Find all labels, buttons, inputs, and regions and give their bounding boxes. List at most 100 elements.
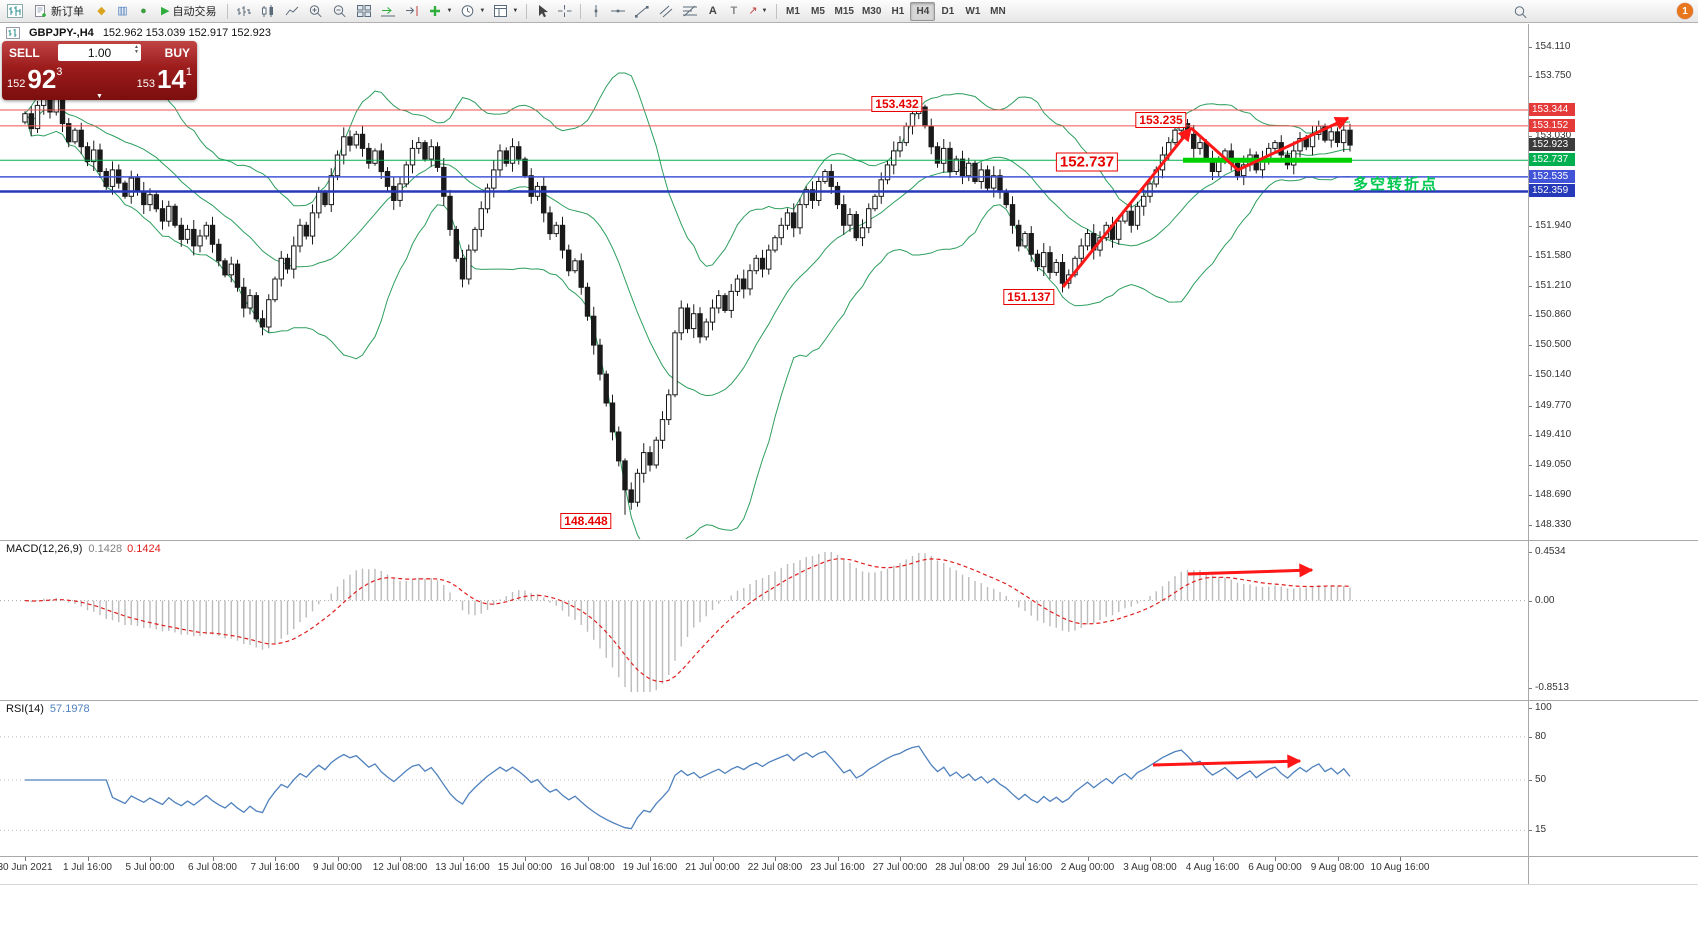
price-axis-tick: [1528, 524, 1532, 526]
timeframe-m30[interactable]: M30: [861, 5, 882, 17]
price-label[interactable]: 153.432: [871, 96, 923, 112]
zoom-in-button[interactable]: [304, 2, 328, 21]
price-axis-tick: [1528, 255, 1532, 257]
price-tag: 153.344: [1529, 103, 1575, 117]
autotrading-button[interactable]: ▶ 自动交易: [154, 2, 223, 21]
indicators-button[interactable]: ▼: [424, 2, 456, 21]
buy-button[interactable]: 153 14 1: [137, 66, 192, 96]
price-axis-label: 148.330: [1535, 518, 1572, 530]
price-label[interactable]: 151.137: [1003, 289, 1055, 305]
rsi-axis-label: 50: [1535, 774, 1547, 785]
time-axis-label: 27 Jul 00:00: [872, 862, 928, 873]
new-order-button[interactable]: 新订单: [27, 2, 91, 21]
sell-label: SELL: [9, 45, 40, 60]
tile-windows-button[interactable]: [352, 2, 376, 21]
price-axis-tick: [1528, 374, 1532, 376]
bar-chart-icon: [237, 6, 252, 16]
chart-window-icon: [7, 4, 23, 18]
timeframe-m5[interactable]: M5: [811, 5, 825, 17]
toolbar-separator: [227, 3, 229, 19]
time-axis-tick: [712, 857, 714, 861]
bar-chart-mode-button[interactable]: [232, 2, 256, 21]
time-axis-label: 12 Jul 08:00: [372, 862, 428, 873]
vertical-line-tool-button[interactable]: [585, 2, 606, 21]
price-label[interactable]: 153.235: [1135, 112, 1187, 128]
candlestick-mode-button[interactable]: [256, 2, 280, 21]
trade-panel-caret-icon[interactable]: ▼: [96, 93, 103, 100]
templates-button[interactable]: ▼: [489, 2, 522, 21]
timeframe-d1[interactable]: D1: [941, 5, 955, 17]
buy-price-point: 1: [185, 66, 192, 78]
dropdown-caret-icon: ▼: [446, 8, 453, 14]
time-axis-tick: [962, 857, 964, 861]
trendline-tool-button[interactable]: [630, 2, 654, 21]
channel-tool-button[interactable]: [654, 2, 678, 21]
panel-divider-macd[interactable]: [0, 540, 1698, 541]
label-tool-button[interactable]: T: [723, 2, 744, 21]
timeframe-w1[interactable]: W1: [965, 5, 981, 17]
buy-price-figure: 153: [136, 78, 155, 90]
time-axis-tick: [462, 857, 464, 861]
time-axis-tick: [1275, 857, 1276, 861]
lot-decrease-button[interactable]: ▼: [134, 49, 139, 55]
price-label[interactable]: 148.448: [560, 513, 612, 529]
new-chart-button[interactable]: [3, 2, 27, 21]
rsi-value: 57.1978: [49, 703, 90, 715]
timeframe-h4[interactable]: H4: [910, 1, 936, 21]
chart-shift-button[interactable]: [400, 2, 424, 21]
search-button[interactable]: [1509, 2, 1533, 21]
zoom-out-button[interactable]: [328, 2, 352, 21]
line-chart-icon: [286, 6, 299, 16]
periods-button[interactable]: ▼: [456, 2, 489, 21]
toolbar-separator: [580, 3, 582, 19]
navigator-button[interactable]: ●: [133, 2, 154, 21]
timeframe-mn[interactable]: MN: [990, 5, 1006, 17]
arrows-tool-button[interactable]: ↗ ▼: [744, 2, 771, 21]
auto-scroll-button[interactable]: [376, 2, 400, 21]
timeframe-h1[interactable]: H1: [891, 5, 905, 17]
price-axis-label: 150.500: [1535, 339, 1572, 351]
time-axis-label: 29 Jul 16:00: [997, 862, 1053, 873]
toolbar-separator: [775, 3, 777, 19]
price-axis-tick: [1528, 465, 1532, 467]
trend-arrows[interactable]: [1061, 116, 1350, 769]
vertical-line-icon: [594, 5, 598, 17]
rsi-axis-label: 15: [1535, 824, 1547, 836]
time-axis-tick: [587, 857, 589, 861]
chart-note-text[interactable]: 多空转折点: [1353, 176, 1439, 193]
price-tag: 153.152: [1529, 118, 1575, 132]
price-axis-tick: [1528, 315, 1532, 317]
text-label-icon: T: [730, 4, 738, 17]
time-axis-tick: [1087, 857, 1089, 861]
timeframe-m15[interactable]: M15: [834, 5, 854, 17]
sell-button[interactable]: 152 92 3: [7, 66, 62, 96]
text-tool-button[interactable]: A: [702, 2, 723, 21]
time-axis-tick: [900, 857, 901, 861]
line-chart-mode-button[interactable]: [280, 2, 304, 21]
time-axis-label: 19 Jul 16:00: [622, 862, 678, 873]
macd-value-1: 0.1428: [88, 543, 123, 555]
time-axis-label: 28 Jul 08:00: [935, 862, 990, 873]
time-axis-tick: [1337, 857, 1339, 861]
metaeditor-button[interactable]: ◆: [91, 2, 112, 21]
time-axis-label: 10 Aug 16:00: [1370, 862, 1430, 873]
lot-size-input[interactable]: 1.00 ▲ ▼: [58, 44, 141, 61]
time-axis-label: 15 Jul 00:00: [497, 862, 553, 873]
market-watch-icon: ▥: [117, 4, 128, 17]
panel-divider-rsi[interactable]: [0, 700, 1698, 701]
horizontal-line-tool-button[interactable]: [606, 2, 630, 21]
crosshair-tool-button[interactable]: [553, 2, 576, 21]
add-indicator-icon: [430, 6, 441, 16]
cursor-tool-button[interactable]: [531, 2, 553, 21]
notification-badge[interactable]: 1: [1677, 3, 1693, 19]
time-axis-label: 21 Jul 00:00: [685, 862, 740, 873]
market-watch-button[interactable]: ▥: [112, 2, 133, 21]
fibonacci-tool-button[interactable]: [678, 2, 702, 21]
lot-increase-button[interactable]: ▲: [134, 44, 139, 50]
ohlc-values: 152.962 153.039 152.917 152.923: [102, 27, 272, 39]
price-label[interactable]: 152.737: [1055, 152, 1119, 172]
price-tag: 152.359: [1529, 184, 1575, 198]
time-axis-label: 5 Jul 00:00: [125, 862, 175, 873]
timeframe-m1[interactable]: M1: [786, 5, 800, 17]
